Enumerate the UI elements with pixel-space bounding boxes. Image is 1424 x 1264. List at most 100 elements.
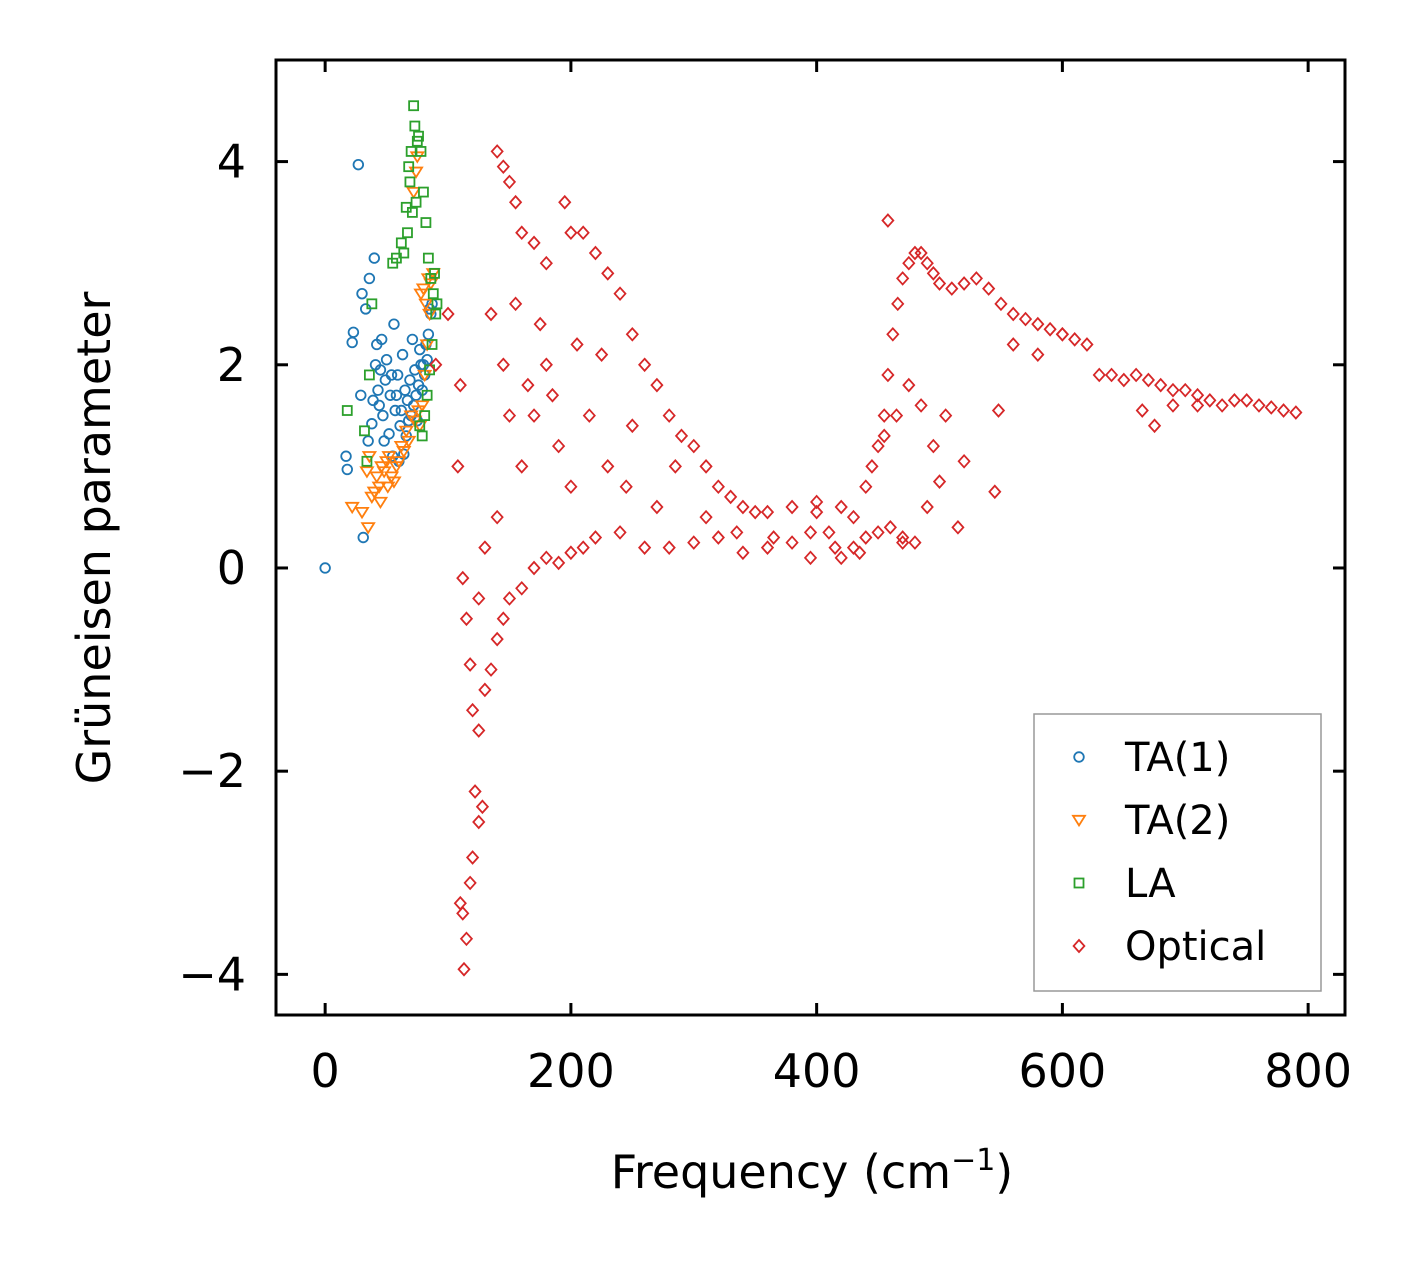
data-point: [1264, 400, 1278, 415]
data-point: [877, 408, 891, 423]
data-point: [371, 481, 387, 494]
data-point: [1006, 306, 1020, 322]
data-point: [991, 403, 1006, 418]
data-point: [881, 213, 895, 228]
data-point: [375, 333, 388, 346]
data-point: [502, 174, 517, 190]
data-point: [383, 428, 395, 440]
data-point: [699, 459, 713, 474]
data-point: [828, 540, 842, 556]
data-point: [1227, 393, 1242, 408]
data-point: [384, 389, 396, 401]
data-point: [785, 535, 799, 550]
y-tick-label: 0: [217, 541, 246, 595]
data-point: [515, 459, 529, 474]
data-point: [465, 850, 480, 865]
data-point: [429, 267, 440, 279]
x-tick-label: 800: [1264, 1044, 1352, 1098]
data-point: [414, 343, 426, 356]
data-point: [1018, 311, 1033, 327]
data-point: [834, 550, 848, 566]
data-point: [1190, 387, 1205, 403]
data-point: [994, 296, 1008, 312]
data-point: [490, 509, 504, 525]
data-point: [340, 450, 352, 462]
data-point: [380, 481, 396, 494]
data-point: [1276, 403, 1291, 418]
data-point: [886, 326, 900, 342]
data-point: [625, 418, 639, 434]
data-point: [423, 278, 439, 291]
data-point: [406, 206, 418, 218]
data-point: [601, 459, 615, 474]
data-point: [403, 161, 415, 173]
data-point: [372, 496, 389, 510]
data-point: [410, 196, 422, 208]
data-point: [736, 499, 750, 515]
x-axis-label: Frequency (cm−1): [611, 1143, 1014, 1199]
data-point: [484, 662, 498, 677]
data-point: [564, 225, 578, 241]
x-tick-label: 200: [527, 1044, 615, 1098]
data-point: [1006, 337, 1020, 352]
legend-label: TA(2): [1124, 798, 1230, 844]
y-tick-label: −4: [178, 947, 246, 1001]
data-point: [551, 438, 566, 454]
series-optical: [429, 144, 1303, 977]
data-point: [389, 404, 401, 417]
data-point: [662, 408, 676, 423]
legend-marker: [1072, 938, 1086, 954]
data-point: [1215, 398, 1229, 413]
data-point: [359, 425, 370, 437]
data-point: [957, 453, 971, 469]
data-point: [319, 562, 331, 574]
data-point: [687, 535, 701, 550]
data-point: [420, 217, 432, 228]
data-point: [588, 530, 603, 545]
data-point: [846, 509, 861, 525]
data-point: [625, 326, 639, 342]
data-point: [638, 357, 652, 373]
data-point: [391, 369, 404, 381]
data-point: [1154, 377, 1168, 393]
data-point: [459, 931, 474, 947]
data-point: [896, 535, 910, 550]
data-point: [379, 374, 392, 386]
data-point: [478, 682, 492, 698]
data-point: [662, 540, 676, 556]
data-point: [421, 308, 438, 322]
data-point: [366, 298, 378, 310]
data-point: [883, 519, 897, 535]
data-point: [1166, 382, 1180, 398]
data-point: [368, 252, 380, 264]
data-point: [395, 237, 407, 249]
data-point: [1055, 326, 1070, 342]
data-point: [576, 540, 590, 556]
data-point: [408, 100, 420, 112]
data-point: [859, 530, 873, 545]
data-point: [496, 611, 510, 627]
data-point: [363, 369, 375, 381]
data-point: [391, 456, 407, 469]
data-point: [951, 519, 965, 535]
data-point: [902, 377, 916, 393]
data-point: [1141, 372, 1156, 388]
data-point: [889, 408, 904, 423]
plot-frame: [274, 58, 1347, 1017]
data-point: [650, 499, 664, 515]
data-point: [527, 408, 541, 423]
data-point: [453, 377, 467, 393]
data-point: [699, 509, 713, 525]
data-point: [846, 540, 861, 556]
data-point: [619, 479, 633, 495]
data-point: [360, 522, 376, 535]
data-point: [399, 384, 411, 396]
data-point: [463, 657, 477, 672]
legend-label: LA: [1125, 861, 1176, 907]
data-point: [545, 387, 560, 403]
data-point: [711, 479, 725, 495]
data-point: [418, 298, 434, 311]
data-point: [402, 227, 413, 239]
data-point: [760, 540, 775, 556]
data-point: [502, 591, 517, 606]
